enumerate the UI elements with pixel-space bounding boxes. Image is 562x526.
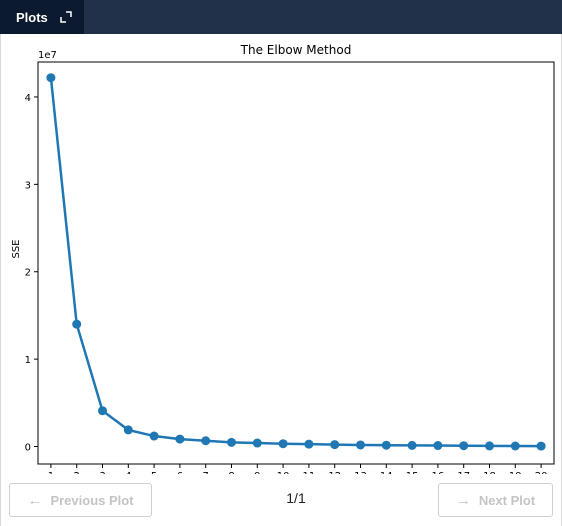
x-tick-label: 8: [228, 471, 234, 474]
data-point: [72, 319, 82, 329]
arrow-left-icon: ←: [27, 491, 43, 509]
elbow-chart: The Elbow Method 1e7 1234567891011121314…: [11, 43, 555, 474]
x-tick-label: 13: [354, 471, 367, 474]
x-tick-label: 16: [432, 471, 445, 474]
data-point: [304, 439, 314, 449]
x-tick-label: 15: [406, 471, 419, 474]
x-tick-label: 7: [203, 471, 209, 474]
data-point: [536, 441, 546, 451]
x-tick-label: 6: [177, 471, 183, 474]
x-tick-label: 14: [380, 471, 393, 474]
expand-icon[interactable]: [60, 11, 72, 23]
plot-area: [37, 61, 555, 465]
data-point: [252, 438, 262, 448]
data-point: [459, 441, 469, 451]
data-point: [98, 406, 107, 416]
y-scale-label: 1e7: [38, 50, 57, 61]
data-point: [227, 437, 236, 447]
data-point: [201, 436, 211, 446]
y-tick-label: 0: [25, 443, 31, 454]
x-tick-label: 10: [277, 471, 290, 474]
chart-title: The Elbow Method: [240, 43, 352, 57]
y-tick-label: 1: [25, 355, 31, 366]
data-point: [485, 441, 494, 451]
page-indicator: 1/1: [286, 490, 306, 506]
x-axis: 1234567891011121314151617181920: [48, 464, 548, 474]
previous-plot-label: Previous Plot: [50, 492, 134, 508]
y-tick-label: 2: [25, 268, 31, 279]
x-tick-label: 2: [74, 471, 80, 474]
data-point: [278, 439, 288, 449]
x-tick-label: 4: [125, 471, 131, 474]
x-tick-label: 17: [457, 471, 470, 474]
x-tick-label: 5: [151, 471, 157, 474]
tab-plots[interactable]: Plots: [0, 0, 84, 34]
series-line: [49, 77, 542, 448]
x-tick-label: 19: [509, 471, 522, 474]
next-plot-label: Next Plot: [478, 492, 536, 508]
x-tick-label: 1: [48, 471, 54, 474]
data-point: [407, 440, 417, 450]
x-tick-label: 9: [254, 471, 260, 474]
data-point: [433, 441, 443, 451]
previous-plot-button[interactable]: ← Previous Plot: [9, 483, 152, 517]
x-tick-label: 3: [99, 471, 105, 474]
data-point: [510, 441, 520, 451]
x-tick-label: 20: [535, 471, 548, 474]
y-axis: 0 1 2 3 4: [25, 93, 38, 454]
x-tick-label: 11: [303, 471, 316, 474]
data-point: [123, 425, 133, 435]
y-axis-label: SSE: [11, 239, 22, 258]
top-bar: Plots: [0, 0, 562, 34]
data-point: [46, 73, 56, 83]
data-point: [356, 440, 365, 450]
y-tick-label: 4: [25, 93, 31, 104]
y-tick-label: 3: [25, 180, 31, 191]
next-plot-button[interactable]: → Next Plot: [438, 483, 553, 517]
data-point: [330, 440, 340, 450]
x-tick-label: 18: [483, 471, 496, 474]
data-point: [381, 440, 391, 450]
arrow-right-icon: →: [455, 491, 471, 509]
data-point: [175, 434, 185, 444]
series-markers: [46, 73, 546, 451]
x-tick-label: 12: [328, 471, 341, 474]
tab-plots-label: Plots: [16, 9, 48, 25]
data-point: [149, 431, 159, 441]
